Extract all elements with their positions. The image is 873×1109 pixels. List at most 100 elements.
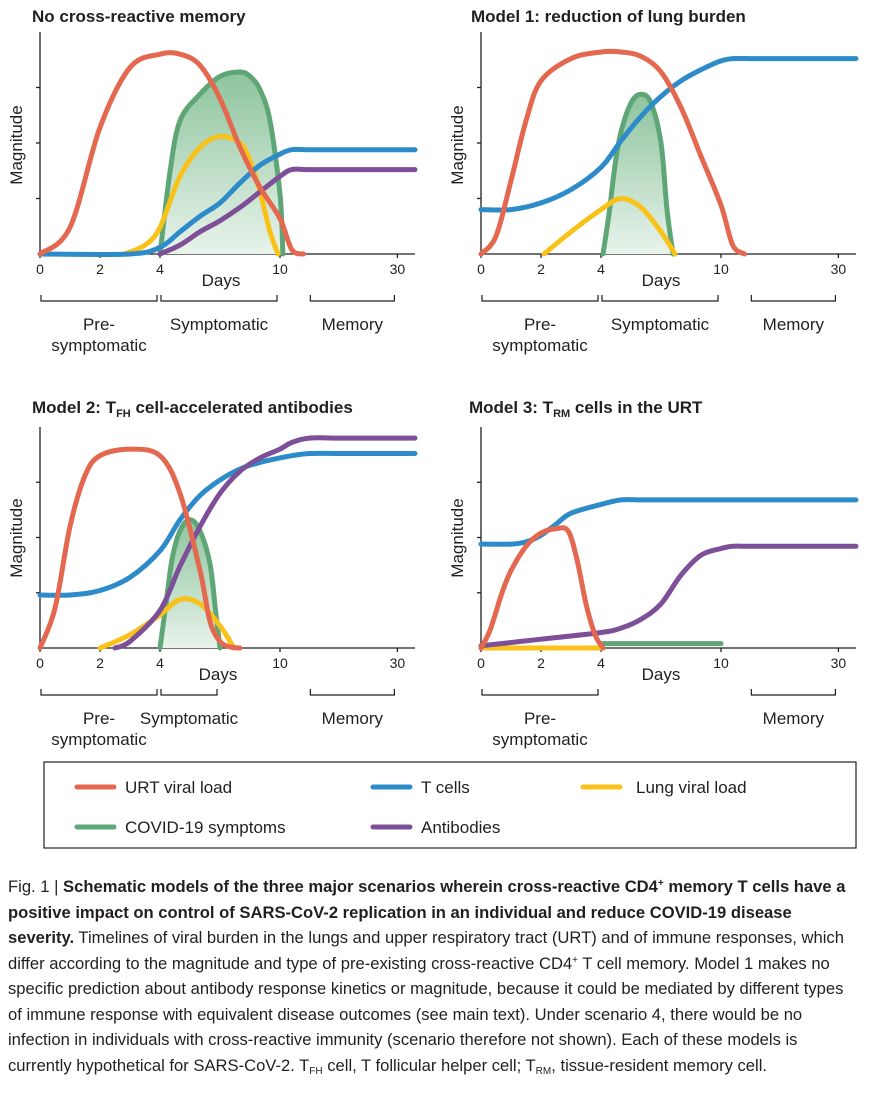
panel-model-1-lung-burden: Model 1: reduction of lung burden Magnit…	[448, 7, 859, 355]
panel-title-main: Model 2: T	[32, 398, 117, 417]
phase-bracket	[309, 689, 395, 696]
urt-series-line	[37, 50, 306, 257]
lung-series-line	[541, 195, 678, 257]
antibodies-series-line	[112, 435, 418, 651]
legend-label-tcells: T cells	[421, 778, 470, 797]
x-tick-label: 2	[537, 655, 545, 671]
urt-series-line	[478, 48, 747, 257]
caption-bold-sup: +	[657, 878, 664, 889]
phase-bracket	[160, 689, 218, 696]
phase-bracket	[481, 689, 599, 696]
legend-box	[43, 761, 857, 849]
panel-title: Model 1: reduction of lung burden	[471, 7, 746, 26]
phase-label: symptomatic	[51, 730, 147, 749]
x-tick-label: 4	[156, 261, 164, 277]
x-tick-label: 30	[390, 655, 406, 671]
phase-bracket	[601, 295, 719, 302]
x-tick-label: 0	[477, 655, 485, 671]
x-tick-label: 0	[36, 655, 44, 671]
phase-label: Pre-	[524, 709, 556, 728]
legend: URT viral load T cells Lung viral load COVI…	[43, 761, 857, 849]
caption-bold-1: Schematic models of the three major scen…	[63, 877, 658, 896]
phase-bracket	[750, 689, 836, 696]
x-tick-label: 4	[597, 655, 605, 671]
figure-caption: Fig. 1 | Schematic models of the three m…	[8, 874, 860, 1078]
y-axis-label: Magnitude	[7, 498, 26, 577]
urt-series-line	[37, 446, 243, 651]
panel-title-main: Model 3: T	[469, 398, 554, 417]
caption-text-2: T cell memory. Model 1 makes no specific…	[8, 953, 844, 1075]
phase-label: Pre-	[83, 709, 115, 728]
symptoms-series-line	[600, 91, 676, 257]
x-tick-label: 30	[831, 261, 847, 277]
phase-label: Memory	[763, 709, 825, 728]
x-tick-label: 2	[96, 655, 104, 671]
phase-label: Symptomatic	[140, 709, 239, 728]
phase-label: Pre-	[83, 315, 115, 334]
caption-text-1: Timelines of viral burden in the lungs a…	[8, 928, 844, 973]
y-axis-label: Magnitude	[448, 498, 467, 577]
x-tick-label: 30	[831, 655, 847, 671]
phase-bracket	[40, 295, 158, 302]
tcells-series-line	[37, 450, 418, 598]
figure-panels: No cross-reactive memory Magnitude Days …	[7, 7, 859, 849]
x-axis-label: Days	[199, 665, 238, 684]
x-axis-label: Days	[202, 271, 241, 290]
covid-symptoms-area	[160, 72, 283, 254]
panel-title-subscript: FH	[116, 408, 131, 420]
x-axis-label: Days	[642, 665, 681, 684]
y-axis-label: Magnitude	[7, 105, 26, 184]
x-tick-label: 4	[156, 655, 164, 671]
panel-title: No cross-reactive memory	[32, 7, 246, 26]
panel-title: Model 3: TRM cells in the URT	[469, 398, 703, 420]
x-tick-label: 10	[713, 655, 729, 671]
panel-model-2-tfh-antibodies: Model 2: TFH cell-accelerated antibodies…	[7, 398, 418, 749]
legend-label-symptoms: COVID-19 symptoms	[125, 818, 286, 837]
caption-bold-2: memory T cells have a positive impact on…	[8, 877, 846, 947]
panel-title-rest: cells in the URT	[570, 398, 703, 417]
phase-label: symptomatic	[51, 336, 147, 355]
tcells-series-line	[37, 146, 418, 257]
phase-bracket	[40, 689, 158, 696]
lung-series-line	[121, 133, 281, 257]
symptoms-series-line	[157, 69, 286, 257]
legend-label-urt: URT viral load	[125, 778, 232, 797]
phase-label: Memory	[322, 709, 384, 728]
caption-fig-label: Fig. 1 |	[8, 877, 64, 896]
panel-no-cross-reactive-memory: No cross-reactive memory Magnitude Days …	[7, 7, 418, 355]
panel-title-rest: cell-accelerated antibodies	[131, 398, 353, 417]
caption-text-4: , tissue-resident memory cell.	[551, 1055, 768, 1075]
x-tick-label: 0	[36, 261, 44, 277]
x-tick-label: 10	[713, 261, 729, 277]
x-tick-label: 2	[96, 261, 104, 277]
legend-label-lung: Lung viral load	[636, 778, 747, 797]
caption-text-3: cell, T follicular helper cell; T	[322, 1055, 536, 1075]
antibodies-series-line	[478, 543, 859, 649]
x-tick-label: 0	[477, 261, 485, 277]
caption-text-sup: +	[572, 954, 579, 966]
legend-label-antibodies: Antibodies	[421, 818, 500, 837]
y-axis-label: Magnitude	[448, 105, 467, 184]
x-tick-label: 10	[272, 655, 288, 671]
phase-bracket	[160, 295, 278, 302]
phase-label: symptomatic	[492, 730, 588, 749]
phase-label: Memory	[763, 315, 825, 334]
phase-label: Symptomatic	[611, 315, 710, 334]
caption-trm-sub: RM	[535, 1065, 552, 1077]
phase-label: Memory	[322, 315, 384, 334]
phase-label: symptomatic	[492, 336, 588, 355]
phase-label: Symptomatic	[170, 315, 269, 334]
caption-tfh-sub: FH	[309, 1065, 323, 1077]
x-tick-label: 2	[537, 261, 545, 277]
phase-bracket	[750, 295, 836, 302]
panel-title: Model 2: TFH cell-accelerated antibodies	[32, 398, 353, 420]
panel-title-subscript: RM	[553, 408, 570, 420]
phase-label: Pre-	[524, 315, 556, 334]
panel-model-3-trm-urt: Model 3: TRM cells in the URT Magnitude …	[448, 398, 859, 749]
x-axis-label: Days	[642, 271, 681, 290]
lung-series-line	[97, 596, 237, 651]
x-tick-label: 4	[597, 261, 605, 277]
phase-bracket	[309, 295, 395, 302]
x-tick-label: 30	[390, 261, 406, 277]
urt-series-line	[478, 525, 606, 651]
